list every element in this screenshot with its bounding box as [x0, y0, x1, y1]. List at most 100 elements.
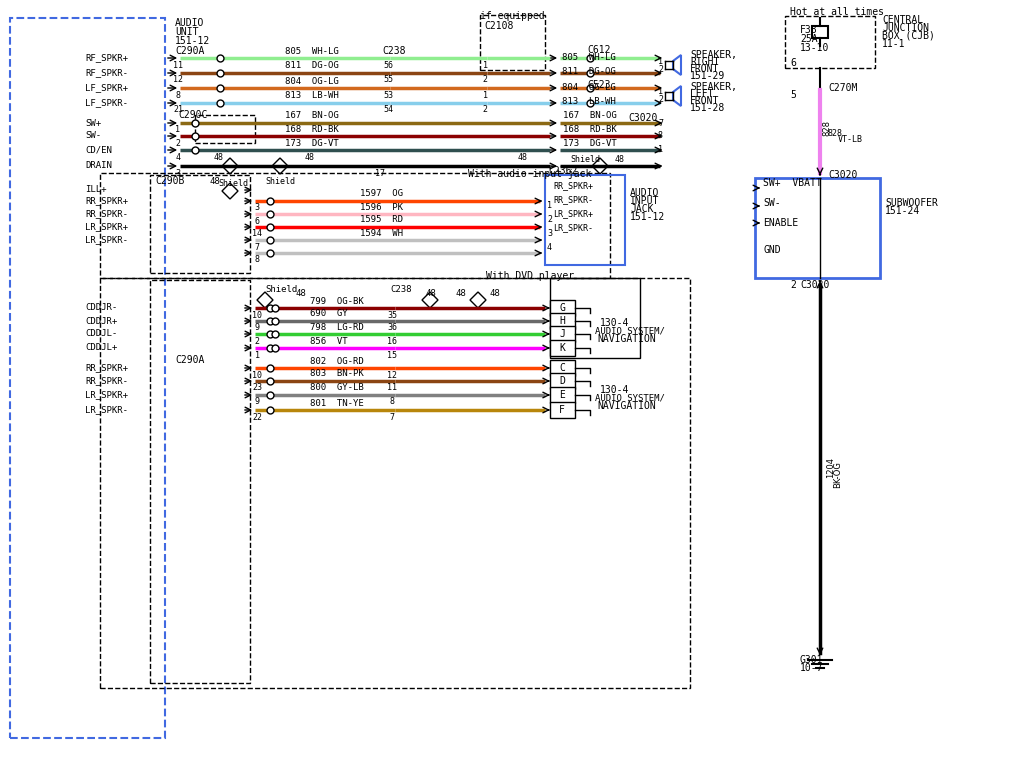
Bar	[550, 360, 575, 376]
Text: 12: 12	[173, 75, 183, 84]
Text: RR_SPKR+: RR_SPKR+	[553, 181, 593, 190]
Bar	[480, 15, 545, 70]
Text: AUDIO SYSTEM/: AUDIO SYSTEM/	[595, 393, 665, 402]
Text: 15: 15	[387, 350, 397, 359]
Text: 173  DG-VT: 173 DG-VT	[563, 138, 616, 147]
Text: 167  BN-OG: 167 BN-OG	[285, 111, 339, 121]
Text: 48: 48	[305, 154, 315, 163]
Text: CD/EN: CD/EN	[85, 145, 112, 154]
Text: 8: 8	[389, 398, 394, 406]
Text: 7: 7	[255, 243, 259, 251]
Text: 8: 8	[658, 131, 663, 141]
Bar	[100, 173, 610, 278]
Text: ILL+: ILL+	[85, 186, 106, 194]
Text: 151-28: 151-28	[690, 103, 725, 113]
Text: 1595  RD: 1595 RD	[360, 216, 403, 224]
Text: C523: C523	[587, 80, 610, 90]
Text: BK-OG: BK-OG	[833, 462, 842, 488]
Text: C290A: C290A	[175, 355, 205, 365]
Text: 1: 1	[658, 145, 663, 154]
Bar	[550, 300, 575, 316]
Text: Shield: Shield	[218, 180, 248, 188]
Text: 151-29: 151-29	[690, 71, 725, 81]
Text: INPUT: INPUT	[630, 196, 659, 206]
Text: C2362: C2362	[548, 166, 578, 176]
Text: AUDIO SYSTEM/: AUDIO SYSTEM/	[595, 326, 665, 336]
Text: LF_SPKR-: LF_SPKR-	[85, 98, 128, 108]
Text: SW-: SW-	[85, 131, 101, 141]
Text: 1: 1	[658, 88, 663, 97]
Text: 2: 2	[482, 105, 487, 114]
Text: 168  RD-BK: 168 RD-BK	[285, 124, 339, 134]
Text: Hot at all times: Hot at all times	[790, 7, 884, 17]
Text: 9: 9	[255, 398, 259, 406]
Text: JACK: JACK	[630, 204, 653, 214]
Text: CENTRAL: CENTRAL	[882, 15, 923, 25]
Text: RIGHT: RIGHT	[690, 57, 720, 67]
Text: RR_SPKR-: RR_SPKR-	[85, 376, 128, 386]
Text: 22: 22	[252, 412, 262, 422]
Text: 1: 1	[547, 200, 552, 210]
Text: 4: 4	[547, 243, 552, 251]
Text: 1: 1	[482, 91, 487, 100]
Text: 1597  OG: 1597 OG	[360, 190, 403, 198]
Text: 10: 10	[252, 370, 262, 379]
Text: 3: 3	[175, 168, 180, 177]
Bar	[150, 175, 250, 273]
Bar	[550, 326, 575, 342]
Text: FRONT: FRONT	[690, 64, 720, 74]
Text: F38: F38	[800, 25, 817, 35]
Text: 23: 23	[252, 383, 262, 392]
Text: LEFT: LEFT	[690, 89, 714, 99]
Text: 2: 2	[658, 95, 663, 104]
Text: NAVIGATION: NAVIGATION	[597, 401, 655, 411]
Text: SW+  VBATT: SW+ VBATT	[763, 178, 821, 188]
Bar	[550, 387, 575, 403]
Text: 7: 7	[389, 412, 394, 422]
Text: 801  TN-YE: 801 TN-YE	[310, 399, 364, 408]
Bar	[785, 16, 874, 68]
Text: SPEAKER,: SPEAKER,	[690, 82, 737, 92]
Bar	[550, 402, 575, 418]
Text: CDDJR+: CDDJR+	[85, 316, 118, 326]
Text: C2108: C2108	[484, 21, 513, 31]
Text: LR_SPKR+: LR_SPKR+	[85, 390, 128, 399]
Text: 16: 16	[387, 336, 397, 346]
Text: LR_SPKR-: LR_SPKR-	[85, 406, 128, 415]
Text: 167  BN-OG: 167 BN-OG	[563, 111, 616, 121]
Bar	[545, 175, 625, 265]
Text: RR_SPKR-: RR_SPKR-	[553, 196, 593, 204]
Text: 9: 9	[255, 323, 259, 333]
Text: 804  OG-LG: 804 OG-LG	[562, 84, 615, 92]
Text: SUBWOOFER: SUBWOOFER	[885, 198, 938, 208]
Bar	[550, 278, 640, 358]
Bar	[550, 340, 575, 356]
Text: 1: 1	[658, 58, 663, 67]
Text: 3: 3	[255, 204, 259, 213]
Text: 48: 48	[214, 154, 224, 163]
Text: 2: 2	[790, 280, 796, 290]
Text: 151-24: 151-24	[885, 206, 921, 216]
Text: 11: 11	[173, 61, 183, 69]
Text: 2: 2	[255, 336, 259, 346]
Text: 1594  WH: 1594 WH	[360, 229, 403, 237]
Text: 813  LB-WH: 813 LB-WH	[285, 91, 339, 101]
Text: 811  DG-OG: 811 DG-OG	[285, 61, 339, 71]
Text: 48: 48	[455, 289, 466, 297]
Text: CDDJL+: CDDJL+	[85, 343, 118, 353]
Text: 55: 55	[383, 75, 393, 84]
Text: AUDIO: AUDIO	[175, 18, 205, 28]
Text: C3020: C3020	[628, 113, 657, 123]
Text: 173  DG-VT: 173 DG-VT	[285, 138, 339, 147]
Text: 3: 3	[547, 229, 552, 237]
Text: Shield: Shield	[265, 177, 295, 186]
Text: G: G	[559, 303, 565, 313]
Text: 803  BN-PK: 803 BN-PK	[310, 369, 364, 379]
Text: 151-12: 151-12	[630, 212, 666, 222]
Text: C3020: C3020	[828, 170, 857, 180]
Text: SW+: SW+	[85, 118, 101, 127]
Text: 5: 5	[790, 90, 796, 100]
Text: 151-12: 151-12	[175, 36, 210, 46]
Text: K: K	[559, 343, 565, 353]
Text: 130-4: 130-4	[600, 385, 630, 395]
